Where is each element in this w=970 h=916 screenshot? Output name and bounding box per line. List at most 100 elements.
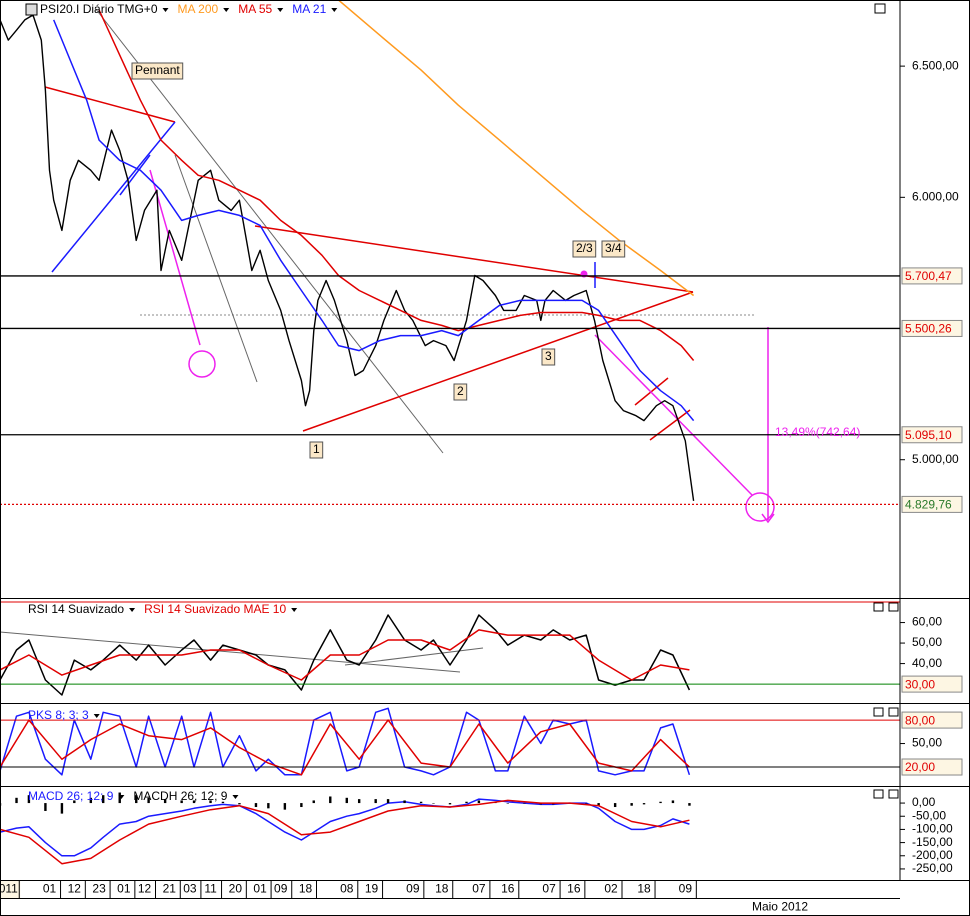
y-tick-label: 50,00 xyxy=(912,736,942,750)
pane xyxy=(0,614,691,696)
trend-line xyxy=(94,7,444,454)
histogram-bar xyxy=(300,803,303,808)
level-label: 20,00 xyxy=(905,760,935,774)
x-tick-label: 21 xyxy=(163,882,177,896)
target-line xyxy=(594,334,753,496)
histogram-bar xyxy=(659,801,662,804)
x-tick-label: 20 xyxy=(229,882,243,896)
pane xyxy=(0,707,691,776)
annotation-label: 1 xyxy=(313,442,320,456)
annotation-box xyxy=(541,348,556,366)
histogram-bar xyxy=(465,801,468,804)
pane-button[interactable] xyxy=(888,602,899,612)
series-line xyxy=(0,14,695,501)
dropdown-arrow xyxy=(291,608,298,612)
y-tick-label: -100,00 xyxy=(912,822,953,836)
pane-button[interactable] xyxy=(873,707,884,717)
histogram-bar xyxy=(44,803,47,811)
trend-line xyxy=(174,154,258,383)
x-tick-label: 11 xyxy=(204,882,217,896)
histogram-bar xyxy=(192,800,196,804)
histogram-bar xyxy=(671,800,675,804)
annotation-box xyxy=(453,383,468,401)
histogram-bar xyxy=(221,801,225,804)
histogram-bar xyxy=(15,797,18,804)
histogram-bar xyxy=(60,803,64,814)
legend-entry: RSI 14 Suavizado xyxy=(28,602,124,616)
x-tick-label: 02 xyxy=(604,882,618,896)
x-tick-label: 16 xyxy=(501,882,515,896)
histogram-bar xyxy=(312,800,315,804)
histogram-bar xyxy=(432,803,435,804)
y-tick-label: 6.000,00 xyxy=(912,189,959,203)
x-tick-label: 07 xyxy=(472,882,486,896)
level-label: 5.700,47 xyxy=(905,269,952,283)
x-tick-label: 16 xyxy=(567,882,581,896)
legend-entry: PSI20.I Diário TMG+0 xyxy=(40,2,158,16)
histogram-bar xyxy=(267,803,270,809)
x-tick-label: 23 xyxy=(92,882,106,896)
series-line xyxy=(98,9,695,361)
histogram-bar xyxy=(585,803,588,804)
y-tick-label: 6.500,00 xyxy=(912,58,959,72)
y-tick-label: -150,00 xyxy=(912,835,953,849)
histogram-bar xyxy=(135,795,138,804)
series-line xyxy=(0,629,690,681)
x-tick-box xyxy=(0,881,21,898)
dropdown-arrow xyxy=(162,8,169,12)
x-tick-label: 01 xyxy=(117,882,131,896)
level-box xyxy=(901,426,963,444)
y-tick-label: 5.000,00 xyxy=(912,452,959,466)
level-label: 4.829,76 xyxy=(905,498,952,512)
x-tick-label: 07 xyxy=(542,882,556,896)
histogram-bar xyxy=(27,795,31,804)
legend-entry: MA 200 xyxy=(178,2,219,16)
legend-entry: RSI 14 Suavizado MAE 10 xyxy=(144,602,286,616)
pennant-line xyxy=(44,86,176,123)
pane-button[interactable] xyxy=(888,789,899,799)
series-line xyxy=(0,719,690,776)
triangle-line xyxy=(254,225,694,293)
x-tick-label: 09 xyxy=(406,882,420,896)
histogram-bar xyxy=(209,800,212,804)
legend-entry: MACD 26; 12; 9 xyxy=(28,789,114,803)
pane-button[interactable] xyxy=(874,3,886,14)
histogram-bar xyxy=(357,799,361,804)
pane-button[interactable] xyxy=(888,707,899,717)
series-line xyxy=(0,614,691,696)
annotation-label: 2 xyxy=(457,384,464,398)
level-label: 5.095,10 xyxy=(905,428,952,442)
histogram-bar xyxy=(238,803,241,805)
measure-arrow xyxy=(761,513,775,524)
y-tick-label: 40,00 xyxy=(912,656,942,670)
x-tick-label: 09 xyxy=(274,882,288,896)
histogram-bar xyxy=(523,803,526,804)
histogram-bar xyxy=(386,799,390,804)
histogram-bar xyxy=(345,797,348,804)
y-tick-label: 60,00 xyxy=(912,615,942,629)
pennant-line xyxy=(51,121,176,273)
dropdown-arrow xyxy=(118,795,125,799)
x-tick-label: 12 xyxy=(138,882,152,896)
histogram-bar xyxy=(613,803,617,808)
dropdown-arrow xyxy=(277,8,284,12)
y-tick-label: -50,00 xyxy=(912,808,946,822)
pane-button[interactable] xyxy=(873,789,884,799)
y-tick-label: 0,00 xyxy=(912,795,936,809)
target-line xyxy=(149,169,201,346)
y-tick-label: -200,00 xyxy=(912,848,953,862)
histogram-bar xyxy=(506,803,509,804)
series-line xyxy=(0,707,691,776)
dropdown-arrow xyxy=(223,8,230,12)
pane-button[interactable] xyxy=(873,602,884,612)
level-box xyxy=(901,267,963,285)
level-box xyxy=(901,711,963,729)
x-tick-label: 011 xyxy=(0,882,18,896)
target-circle xyxy=(188,350,216,378)
annotation-box xyxy=(572,240,597,258)
x-tick-label: 12 xyxy=(68,882,82,896)
level-box xyxy=(901,675,963,693)
x-tick-label: 18 xyxy=(435,882,449,896)
